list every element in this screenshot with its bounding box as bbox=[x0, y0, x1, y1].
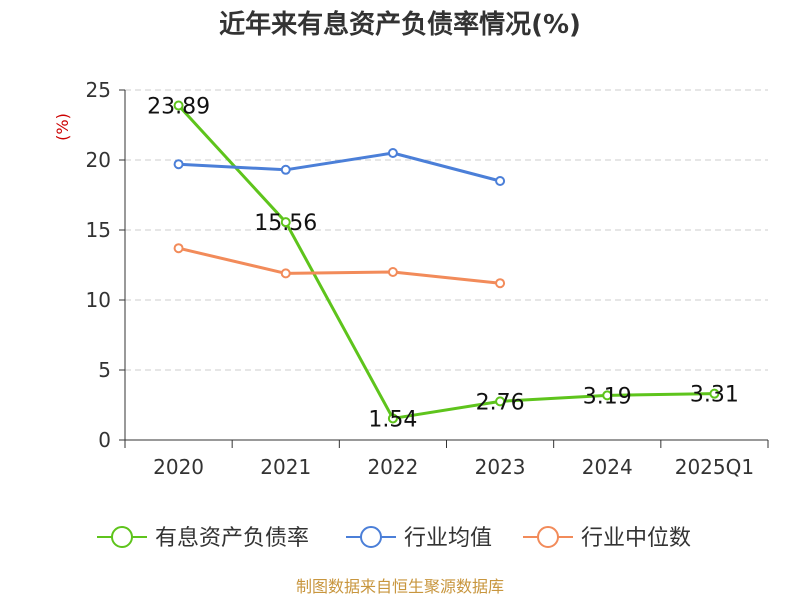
y-tick-label: 15 bbox=[86, 218, 111, 242]
source-note: 制图数据来自恒生聚源数据库 bbox=[296, 577, 504, 596]
y-axis-label: (%) bbox=[53, 113, 72, 141]
data-point[interactable] bbox=[280, 217, 291, 228]
y-tick-label: 5 bbox=[98, 358, 111, 382]
x-tick-label: 2024 bbox=[582, 455, 633, 479]
data-point[interactable] bbox=[495, 278, 506, 289]
y-tick-label: 25 bbox=[86, 78, 111, 102]
data-label: 3.31 bbox=[690, 383, 739, 408]
x-tick-label: 2021 bbox=[260, 455, 311, 479]
series-line bbox=[178, 246, 501, 285]
y-tick-label: 0 bbox=[98, 428, 111, 452]
data-label: 2.76 bbox=[476, 390, 525, 415]
x-tick-label: 2020 bbox=[153, 455, 204, 479]
y-tick-label: 10 bbox=[86, 288, 111, 312]
data-label: 23.89 bbox=[147, 95, 210, 120]
chart-title: 近年来有息资产负债率情况(%) bbox=[219, 9, 581, 40]
legend-marker bbox=[360, 526, 382, 548]
series-line bbox=[178, 151, 501, 183]
data-point[interactable] bbox=[280, 164, 291, 175]
data-point[interactable] bbox=[387, 148, 398, 158]
data-point[interactable] bbox=[173, 159, 184, 170]
data-point[interactable] bbox=[280, 268, 291, 279]
axes: 0 5 10 15 20 25 2020 2021 2022 2023 2024 2025Q1 bbox=[86, 78, 769, 479]
x-tick-label: 2022 bbox=[367, 455, 418, 479]
data-point[interactable] bbox=[602, 390, 613, 401]
legend-marker bbox=[111, 526, 133, 548]
data-point[interactable] bbox=[173, 243, 184, 254]
series-line bbox=[177, 104, 715, 420]
data-point[interactable] bbox=[387, 413, 398, 424]
legend-label[interactable]: 行业中位数 bbox=[581, 526, 691, 551]
data-point[interactable] bbox=[173, 100, 184, 111]
legend-label[interactable]: 行业均值 bbox=[404, 526, 492, 551]
y-tick-label: 20 bbox=[86, 148, 111, 172]
data-label: 3.19 bbox=[583, 384, 632, 409]
data-label: 1.54 bbox=[368, 407, 417, 432]
data-point[interactable] bbox=[387, 267, 398, 277]
legend[interactable]: 有息资产负债率 行业均值 行业中位数 bbox=[97, 526, 691, 551]
data-point[interactable] bbox=[709, 388, 720, 399]
gridlines bbox=[125, 89, 768, 371]
data-point[interactable] bbox=[495, 176, 506, 186]
series-lines bbox=[173, 100, 720, 424]
data-label: 15.56 bbox=[254, 211, 317, 236]
data-point[interactable] bbox=[495, 396, 506, 407]
legend-marker bbox=[537, 526, 559, 548]
x-tick-label: 2023 bbox=[475, 455, 526, 479]
x-tick-label: 2025Q1 bbox=[675, 455, 754, 479]
legend-label[interactable]: 有息资产负债率 bbox=[155, 526, 309, 551]
data-labels: 23.89 15.56 1.54 2.76 3.19 3.31 bbox=[147, 95, 739, 433]
